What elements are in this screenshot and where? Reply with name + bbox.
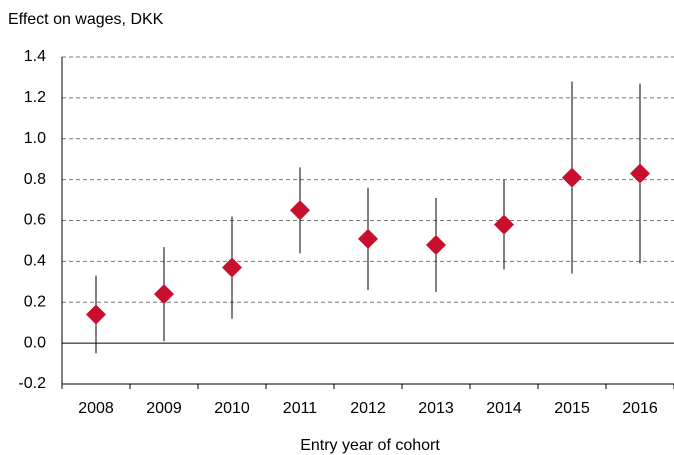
x-tick-label: 2011 [283,400,318,417]
y-axis-label: Effect on wages, DKK [8,11,164,28]
x-tick-label: 2008 [78,400,114,417]
x-tick-label: 2010 [214,400,250,417]
y-tick-label: -0.2 [18,375,46,392]
y-tick-label: 0.2 [24,293,46,310]
point [358,228,378,249]
point [290,200,310,221]
x-tick-label: 2015 [554,400,590,417]
point [630,163,650,184]
point [426,235,446,256]
point [494,214,514,235]
y-tick-label: 0.6 [24,212,46,229]
point [86,304,106,325]
y-tick-label: 1.0 [24,130,46,147]
x-tick-label: 2016 [622,400,658,417]
x-tick-label: 2014 [486,400,522,417]
x-tick-label: 2012 [350,400,386,417]
point [222,257,242,278]
x-axis-label: Entry year of cohort [300,437,440,454]
y-tick-label: 0.8 [24,171,46,188]
y-tick-label: 0.0 [24,334,46,351]
y-tick-label: 1.4 [24,48,46,65]
point [562,167,582,188]
y-tick-label: 1.2 [24,89,46,106]
x-tick-label: 2013 [418,400,454,417]
point [154,284,174,305]
y-tick-label: 0.4 [24,253,46,270]
x-tick-label: 2009 [146,400,182,417]
